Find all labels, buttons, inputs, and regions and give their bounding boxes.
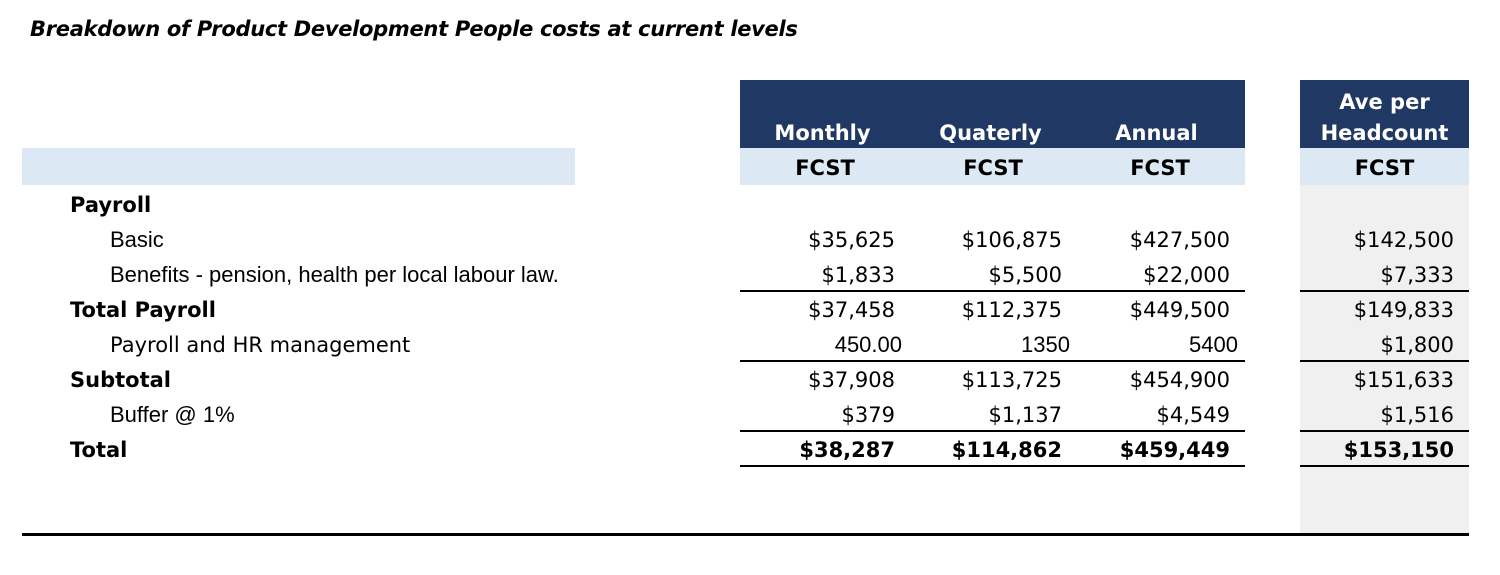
header-monthly: Monthly — [774, 121, 871, 145]
cell-monthly: $379 — [841, 403, 895, 427]
fcst-band-main — [740, 148, 1245, 185]
row-label: Payroll — [70, 193, 152, 217]
fcst-band-ave — [1300, 148, 1469, 185]
sub-header-ave: FCST — [1354, 156, 1415, 180]
cell-annual: $454,900 — [1129, 368, 1230, 392]
cell-annual: $22,000 — [1143, 263, 1230, 287]
row-divider — [1300, 290, 1469, 292]
page-title: Breakdown of Product Development People … — [30, 17, 798, 41]
cell-quarterly: $106,875 — [961, 228, 1062, 252]
row-divider — [740, 290, 1245, 292]
header-annual: Annual — [1115, 121, 1198, 145]
header-band-ave — [1300, 80, 1469, 148]
cell-ave: $151,633 — [1353, 368, 1454, 392]
row-divider — [1300, 360, 1469, 362]
cell-annual: $449,500 — [1129, 298, 1230, 322]
row-divider — [740, 360, 1245, 362]
row-divider — [1300, 465, 1469, 467]
cell-annual: $4,549 — [1156, 403, 1230, 427]
label-band — [22, 148, 575, 185]
cell-ave: $153,150 — [1343, 438, 1454, 462]
row-label: Payroll and HR management — [110, 333, 411, 357]
row-divider — [740, 465, 1245, 467]
cell-annual: $427,500 — [1129, 228, 1230, 252]
row-label: Total — [70, 438, 128, 462]
row-divider — [1300, 430, 1469, 432]
cell-monthly: 450.00 — [834, 332, 902, 357]
cell-monthly: $35,625 — [808, 228, 895, 252]
cell-annual: 5400 — [1189, 332, 1238, 357]
row-label: Benefits - pension, health per local lab… — [110, 262, 559, 287]
row-divider — [740, 430, 1245, 432]
cell-ave: $7,333 — [1380, 263, 1454, 287]
sub-header-monthly: FCST — [795, 156, 855, 180]
cell-quarterly: 1350 — [1021, 332, 1070, 357]
bottom-rule — [22, 533, 1469, 536]
sub-header-annual: FCST — [1130, 156, 1190, 180]
cell-quarterly: $112,375 — [961, 298, 1062, 322]
header-band-main — [740, 80, 1245, 148]
cell-quarterly: $114,862 — [951, 438, 1062, 462]
header-ave-line2: Headcount — [1320, 121, 1449, 145]
cell-ave: $149,833 — [1353, 298, 1454, 322]
header-quarterly: Quaterly — [939, 121, 1042, 145]
cell-quarterly: $113,725 — [961, 368, 1062, 392]
row-label: Buffer @ 1% — [110, 402, 235, 427]
cell-monthly: $38,287 — [799, 438, 895, 462]
cell-quarterly: $5,500 — [988, 263, 1062, 287]
cell-ave: $1,800 — [1380, 333, 1454, 357]
cell-monthly: $37,908 — [808, 368, 895, 392]
cell-ave: $142,500 — [1353, 228, 1454, 252]
cell-quarterly: $1,137 — [988, 403, 1062, 427]
cell-monthly: $1,833 — [821, 263, 895, 287]
row-label: Basic — [110, 227, 164, 252]
sub-header-quarterly: FCST — [963, 156, 1023, 180]
header-ave-line1: Ave per — [1339, 90, 1430, 114]
row-label: Total Payroll — [70, 298, 216, 322]
ave-column-shade — [1300, 185, 1469, 534]
cell-monthly: $37,458 — [808, 298, 895, 322]
cell-annual: $459,449 — [1119, 438, 1230, 462]
row-label: Subtotal — [70, 368, 171, 392]
cell-ave: $1,516 — [1380, 403, 1454, 427]
